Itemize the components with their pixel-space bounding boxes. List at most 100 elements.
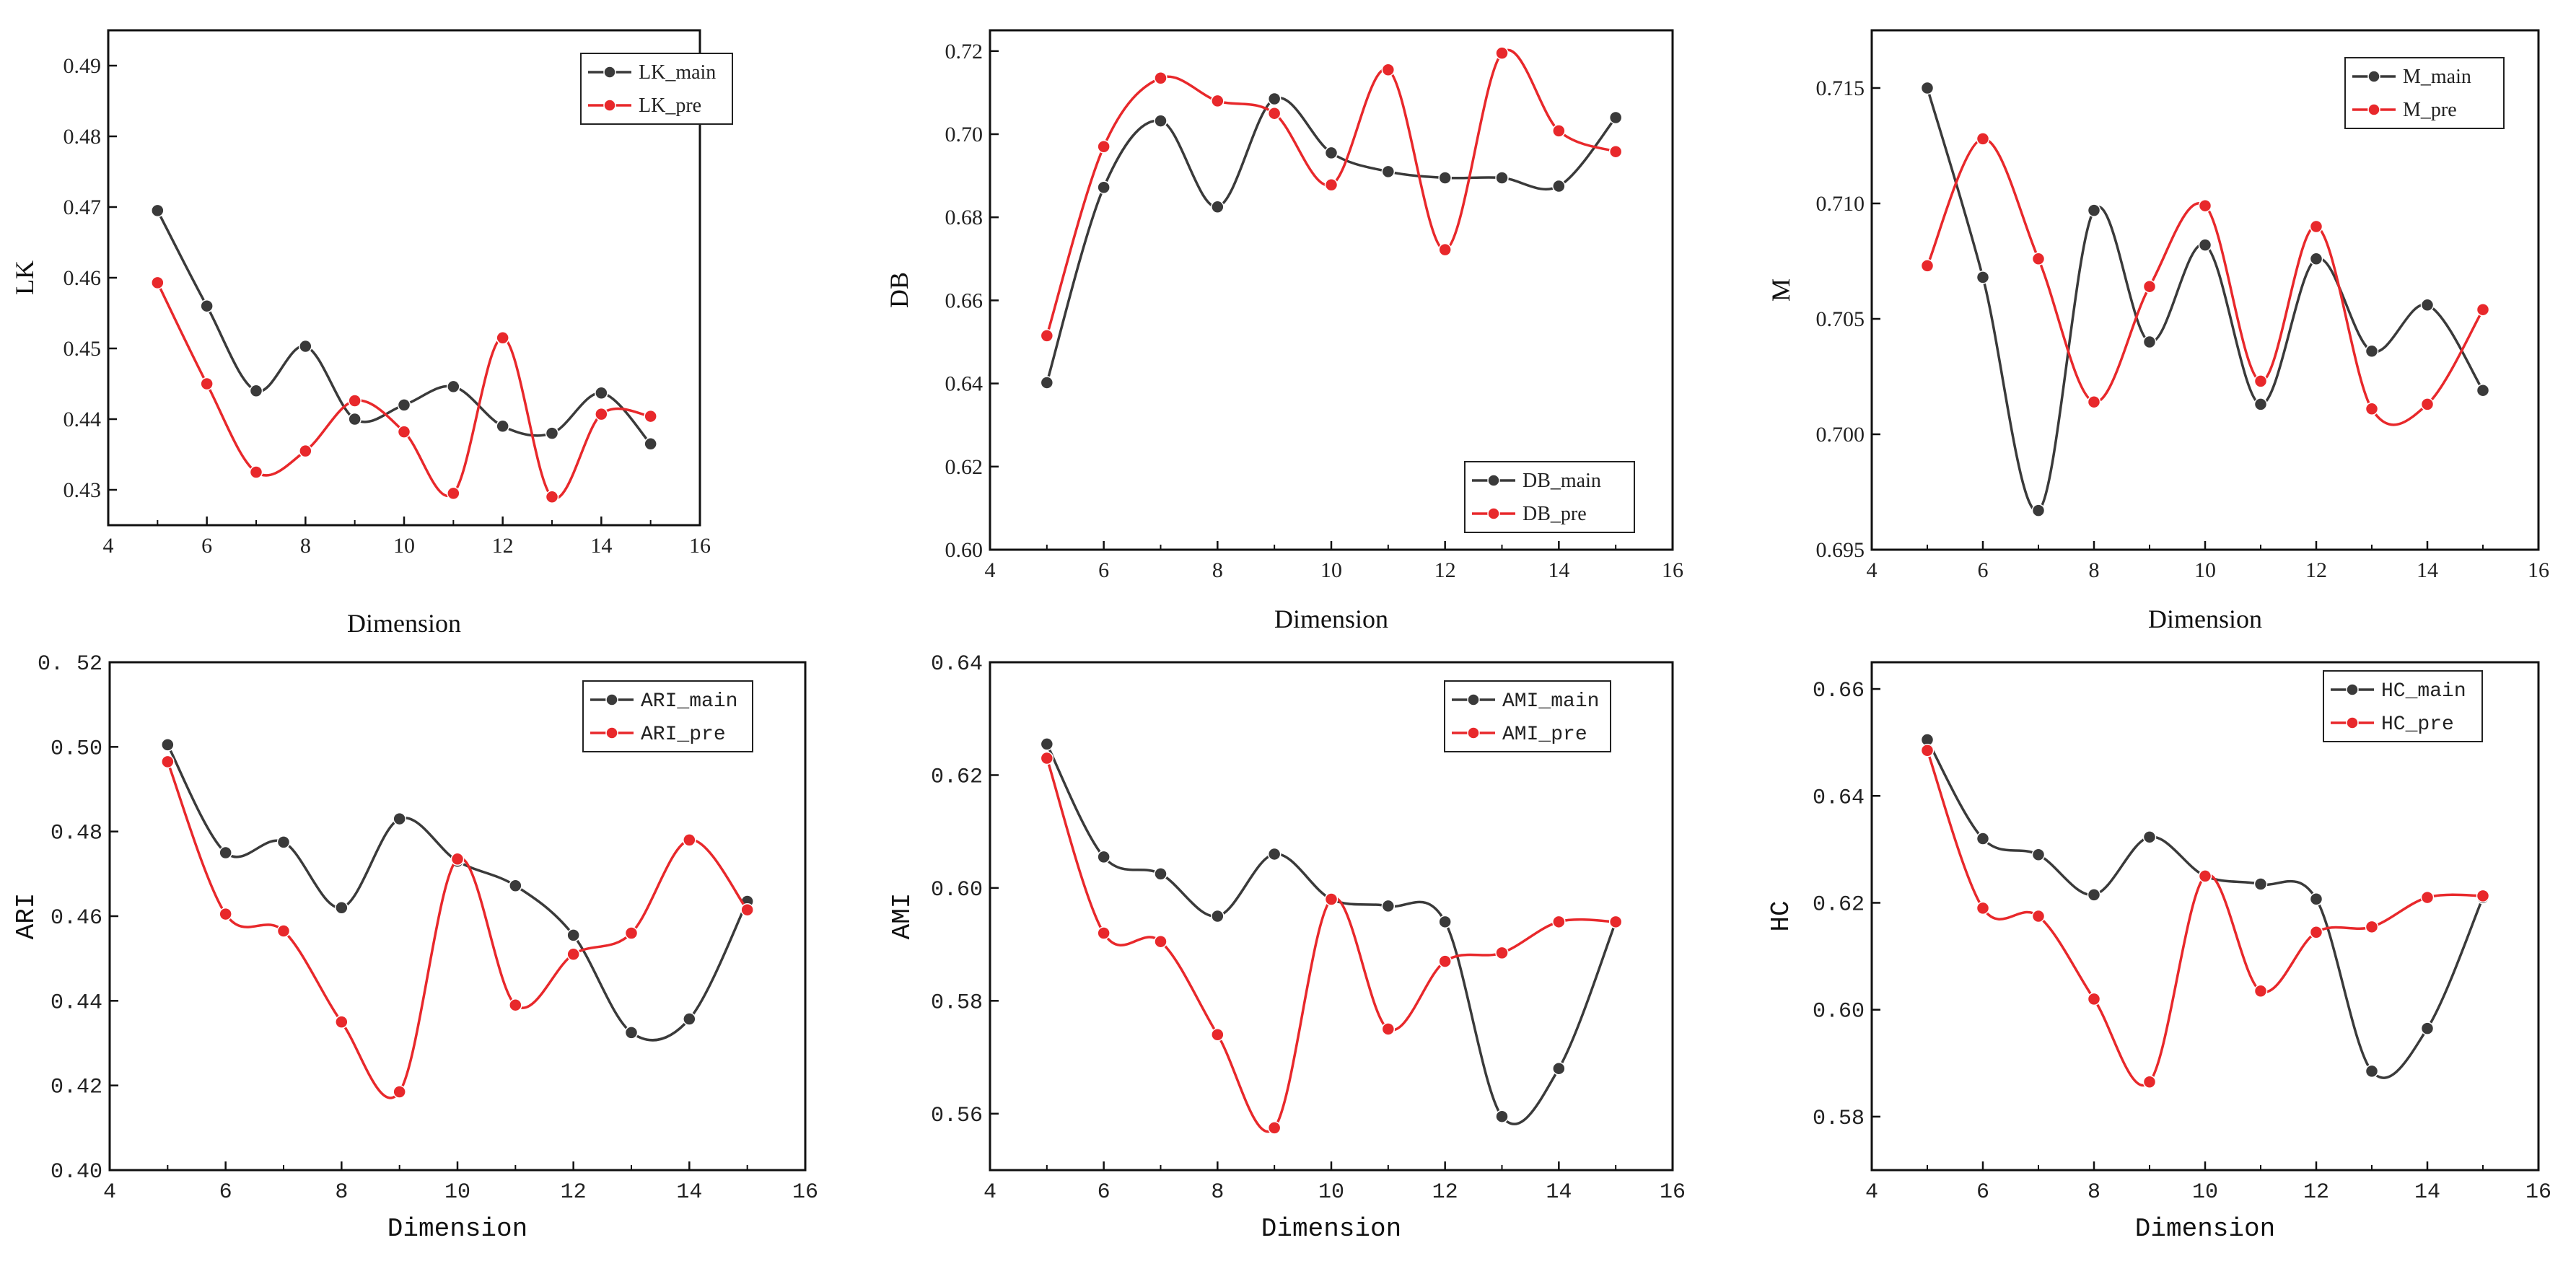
y-tick-label: 0.44 [63, 408, 102, 431]
x-tick-label: 10 [2194, 558, 2216, 582]
legend-label: ARI_pre [641, 724, 726, 746]
data-point [1381, 1022, 1396, 1036]
data-point [683, 1012, 696, 1026]
legend-marker [2346, 716, 2359, 729]
x-tick-label: 8 [1212, 558, 1223, 582]
legend-label: M_pre [2403, 99, 2457, 121]
y-tick-label: 0.64 [1813, 786, 1865, 810]
data-point [2420, 1021, 2435, 1035]
data-point [2087, 395, 2101, 409]
data-point [2253, 877, 2268, 891]
data-point [2253, 397, 2268, 411]
legend-label: ARI_main [641, 690, 737, 713]
legend-label: HC_main [2381, 680, 2466, 703]
data-point [2087, 203, 2101, 217]
data-point [335, 901, 349, 915]
data-point [644, 437, 657, 451]
legend-label: M_main [2403, 66, 2471, 88]
data-point [566, 928, 580, 942]
data-point [1552, 179, 1566, 193]
data-point [1154, 934, 1167, 949]
data-point [1381, 899, 1396, 913]
x-tick-label: 16 [1660, 1180, 1686, 1205]
data-point [2031, 252, 2046, 266]
data-point [1040, 737, 1054, 751]
x-tick-label: 4 [103, 1180, 116, 1205]
data-point [276, 924, 291, 938]
data-point [1495, 171, 1509, 185]
data-point [1211, 1028, 1225, 1042]
x-tick-label: 10 [1318, 1180, 1344, 1205]
data-point [393, 1085, 406, 1099]
data-point [1211, 909, 1225, 923]
x-tick-label: 8 [1211, 1180, 1224, 1205]
x-tick-label: 4 [103, 534, 114, 558]
data-point [1381, 164, 1396, 179]
legend-label: AMI_main [1502, 690, 1599, 713]
legend-marker [603, 99, 616, 112]
y-axis-title: M [1766, 278, 1795, 302]
x-tick-label: 12 [2303, 1180, 2329, 1205]
data-point [2142, 830, 2157, 844]
series-line-m_main [1926, 87, 2484, 512]
legend-box [1464, 461, 1635, 533]
series-line-db_main [1046, 96, 1617, 383]
y-tick-label: 0.48 [63, 125, 102, 149]
data-point [1552, 915, 1566, 929]
y-tick-label: 0.66 [1813, 679, 1865, 703]
y-axis-title: DB [885, 272, 914, 308]
x-tick-label: 4 [985, 558, 996, 582]
data-point [1495, 946, 1509, 960]
data-point [2253, 374, 2268, 388]
series-line-ami_pre [1046, 757, 1616, 1133]
data-point [151, 276, 165, 290]
y-tick-label: 0.46 [51, 906, 102, 931]
x-axis-title: Dimension [347, 609, 461, 638]
legend-label: DB_main [1523, 470, 1601, 492]
y-tick-label: 0.40 [51, 1160, 102, 1185]
y-tick-label: 0.60 [945, 538, 983, 562]
x-tick-label: 12 [492, 534, 514, 558]
data-point [1438, 954, 1452, 968]
data-point [1154, 867, 1167, 881]
data-point [1154, 71, 1167, 85]
series-line-ari_main [166, 744, 749, 1042]
legend: HC_main HC_pre [2323, 670, 2483, 742]
y-tick-label: 0.62 [945, 455, 983, 479]
x-axis-title: Dimension [1261, 1214, 1401, 1244]
legend-marker [2367, 70, 2380, 83]
data-point [447, 486, 460, 501]
data-point [2420, 397, 2435, 411]
data-point [1267, 847, 1282, 861]
y-tick-label: 0.58 [1813, 1107, 1865, 1131]
data-point [1097, 850, 1110, 864]
data-point [1040, 376, 1054, 390]
x-axis-title: Dimension [2135, 1214, 2275, 1244]
data-point [2365, 920, 2379, 934]
data-point [545, 426, 559, 440]
series-line-hc_main [1926, 739, 2484, 1079]
data-point [2476, 383, 2490, 397]
x-tick-label: 6 [219, 1180, 232, 1205]
data-point [1920, 259, 1935, 273]
data-point [496, 419, 509, 434]
data-point [2198, 869, 2212, 883]
data-point [348, 412, 362, 426]
data-point [299, 339, 312, 353]
y-tick-label: 0.68 [945, 206, 983, 229]
data-point [1267, 106, 1282, 120]
x-tick-label: 8 [2089, 558, 2100, 582]
legend-label: AMI_pre [1502, 724, 1587, 746]
data-point [509, 879, 522, 893]
x-tick-label: 4 [1865, 1180, 1878, 1205]
x-tick-label: 12 [2305, 558, 2327, 582]
legend-marker [1467, 726, 1480, 739]
x-tick-label: 6 [1976, 1180, 1989, 1205]
y-tick-label: 0.44 [51, 990, 102, 1015]
y-tick-label: 0. 52 [38, 652, 102, 677]
data-point [2420, 890, 2435, 905]
data-point [1976, 271, 1990, 284]
y-tick-label: 0.43 [63, 478, 102, 502]
data-point [219, 907, 232, 921]
